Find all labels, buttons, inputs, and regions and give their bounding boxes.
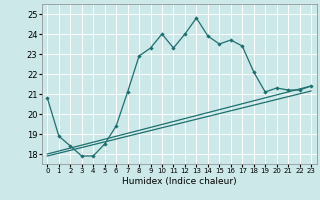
X-axis label: Humidex (Indice chaleur): Humidex (Indice chaleur): [122, 177, 236, 186]
